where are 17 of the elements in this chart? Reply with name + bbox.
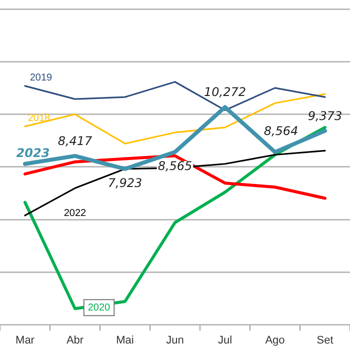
x-tick-label: Jun [166, 334, 184, 346]
series-label: 2019 [30, 72, 53, 84]
x-tick-label: Abr [66, 334, 84, 346]
data-label: 10,272 [204, 85, 246, 100]
x-tick-label: Ago [265, 334, 285, 346]
x-tick-label: Mar [16, 334, 35, 346]
series-label: 2022 [64, 208, 87, 220]
data-label: 9,373 [308, 108, 342, 123]
series-label: 2020 [88, 302, 111, 314]
data-label: 8,417 [58, 134, 93, 148]
x-tick-label: Jul [218, 334, 232, 346]
series-label: 2023 [16, 146, 50, 160]
data-label: 8,564 [264, 124, 298, 138]
x-tick-label: Set [316, 334, 334, 346]
data-label: 7,923 [108, 176, 142, 190]
series-label: 2018 [28, 113, 51, 124]
x-tick-label: Mai [116, 334, 134, 346]
